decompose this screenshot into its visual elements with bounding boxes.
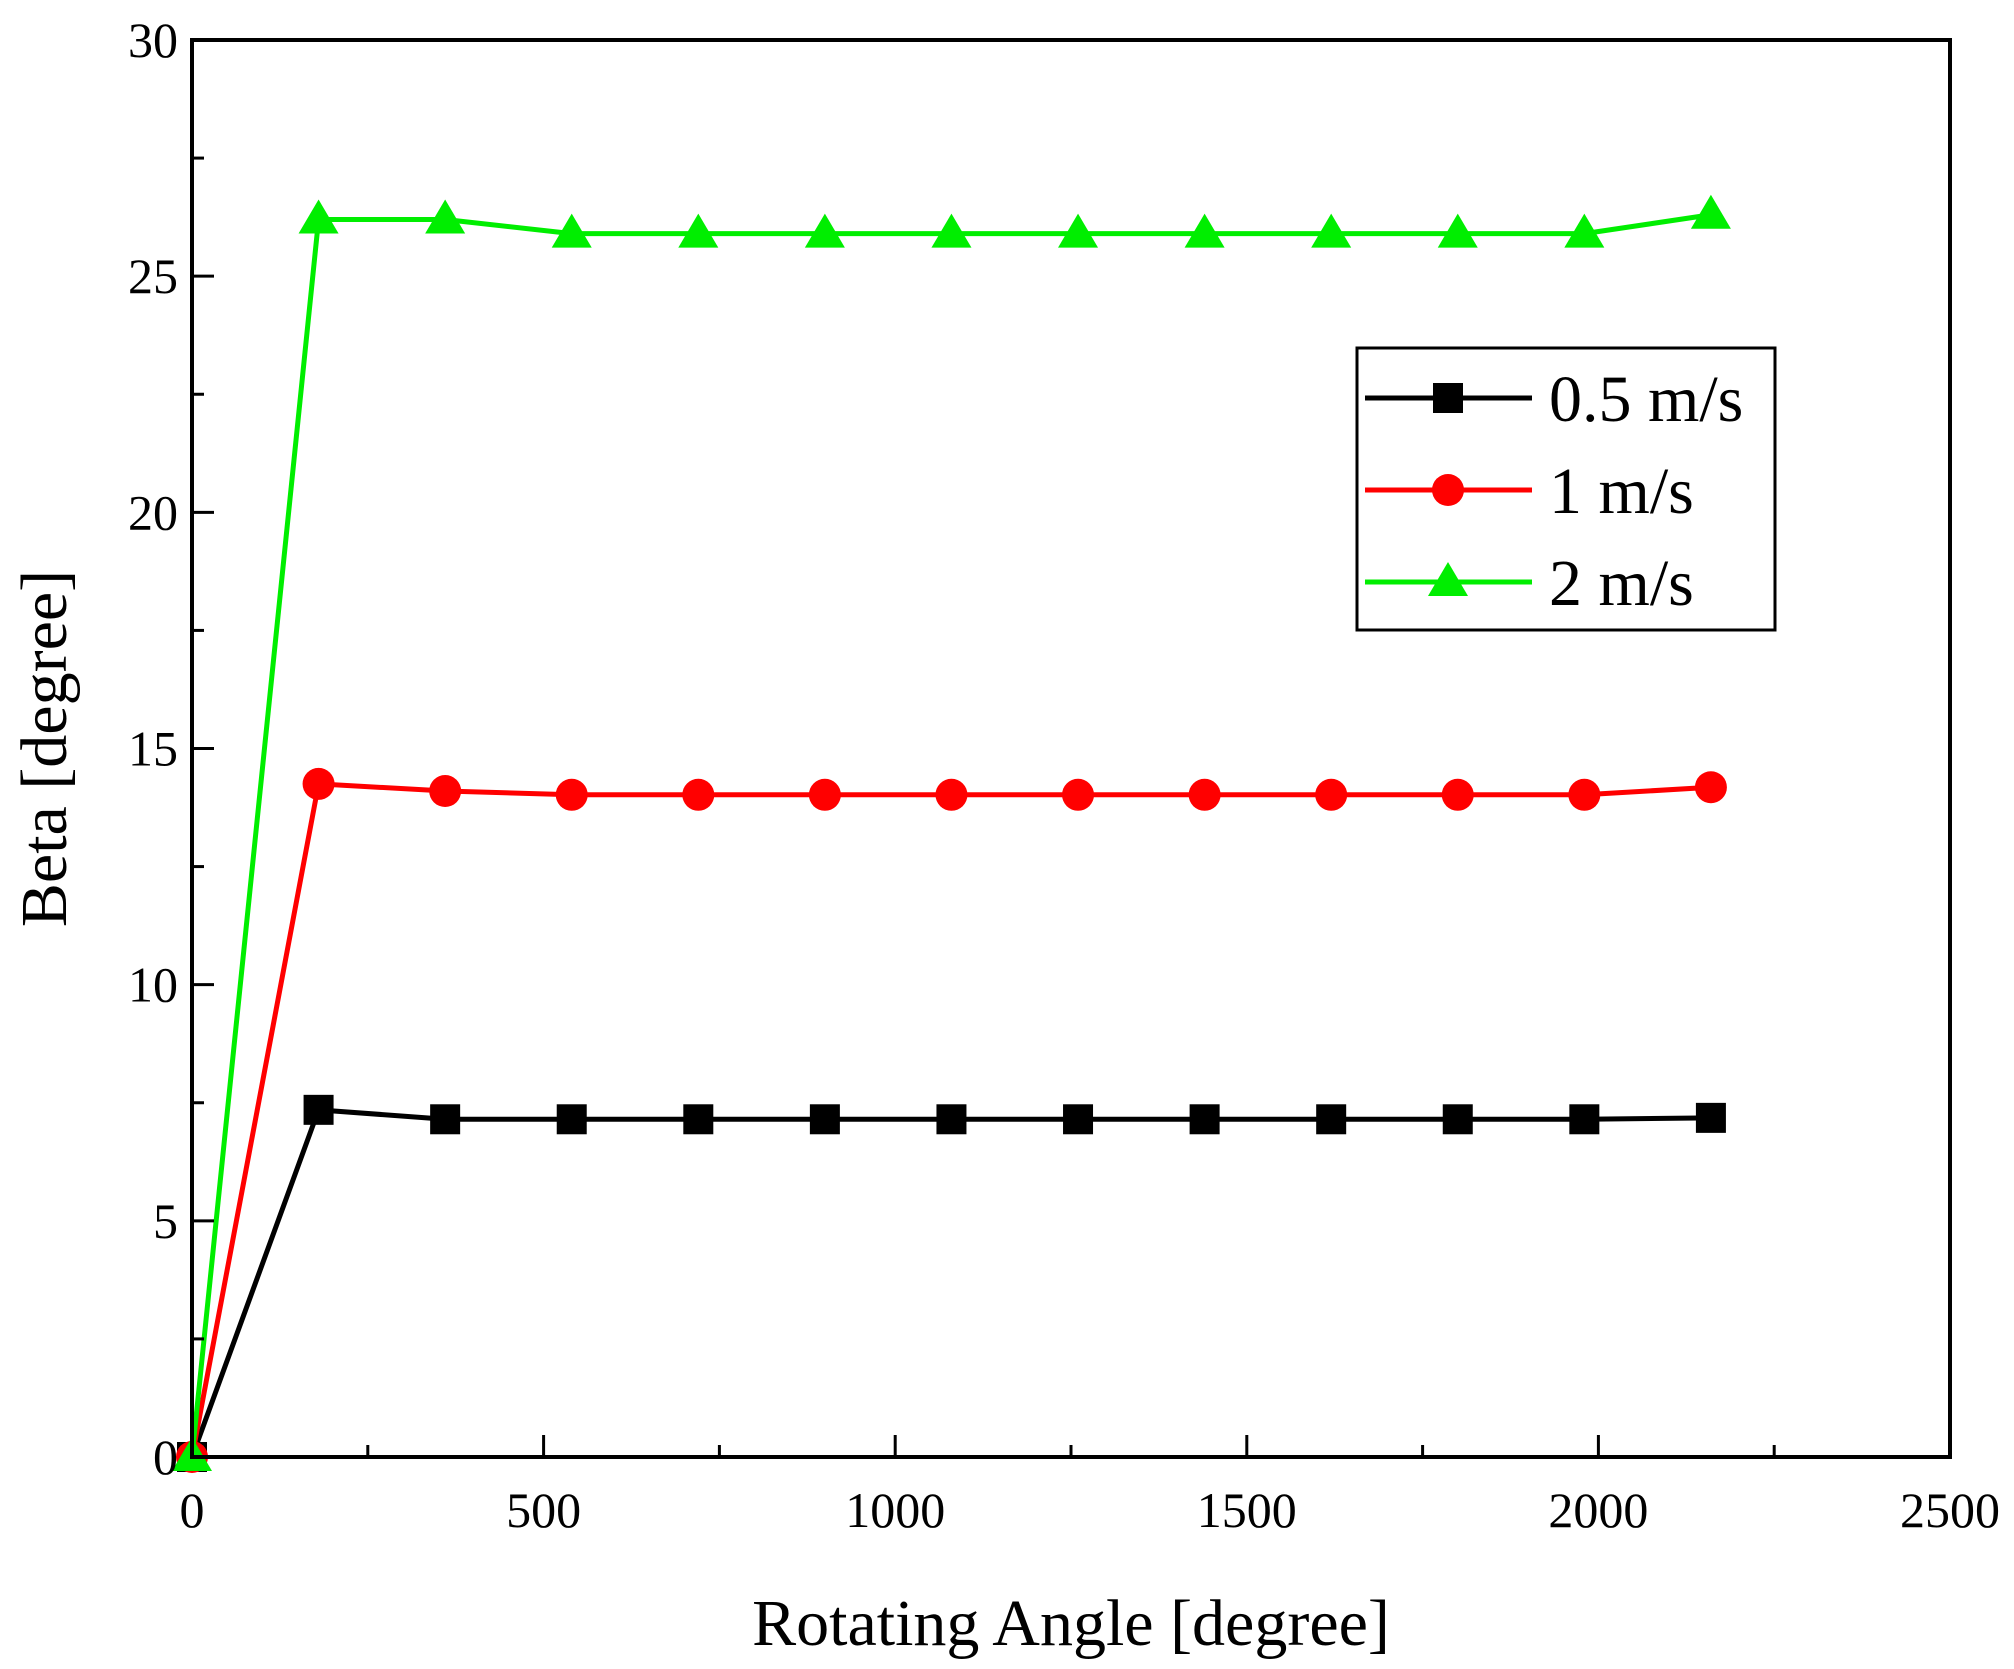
data-point (302, 767, 335, 800)
series-line (189, 1107, 1711, 1458)
data-point (425, 199, 466, 234)
data-point (1695, 1102, 1726, 1133)
data-point (1442, 1104, 1473, 1135)
data-point (683, 1104, 714, 1135)
x-tick-label: 2500 (1900, 1482, 2000, 1538)
data-point (682, 778, 715, 811)
legend-item: 2 m/s (1365, 547, 1694, 620)
data-point (1690, 194, 1731, 229)
series-layer (172, 194, 1731, 1473)
data-point (1441, 778, 1474, 811)
data-point (1063, 1104, 1094, 1135)
data-point (1184, 213, 1225, 248)
legend-marker (1428, 562, 1468, 596)
data-point (809, 1104, 840, 1135)
data-point (1564, 213, 1605, 248)
data-point (556, 1104, 587, 1135)
data-point (1189, 1104, 1220, 1135)
series-2 (176, 767, 1727, 1473)
legend: 0.5 m/s 1 m/s 2 m/s (1355, 346, 1777, 632)
data-point (1437, 213, 1478, 248)
data-point (1311, 213, 1352, 248)
data-point (678, 213, 719, 248)
x-axis-title: Rotating Angle [degree] (752, 1587, 1390, 1660)
data-point (1694, 771, 1727, 804)
x-tick-label: 2000 (1548, 1482, 1648, 1538)
legend-marker (1433, 383, 1463, 413)
data-point (551, 213, 592, 248)
series-3 (172, 194, 1731, 1471)
y-axis-title: Beta [degree] (8, 570, 81, 927)
data-point (808, 778, 841, 811)
legend-label: 1 m/s (1549, 455, 1694, 528)
axis-ticks: 0 500 1000 1500 2000 2500 0 5 10 15 20 25 30 (128, 12, 2000, 1538)
plot-frame (190, 38, 1952, 1459)
legend-item: 1 m/s (1365, 455, 1694, 528)
data-point (935, 778, 968, 811)
data-point (1315, 778, 1348, 811)
data-point (1062, 778, 1095, 811)
legend-item: 0.5 m/s (1365, 363, 1743, 436)
y-tick-label: 30 (128, 12, 178, 68)
legend-label: 0.5 m/s (1549, 363, 1743, 436)
data-point (1316, 1104, 1347, 1135)
data-point (298, 199, 339, 234)
y-tick-label: 0 (153, 1429, 178, 1485)
y-tick-label: 5 (153, 1193, 178, 1249)
legend-label: 2 m/s (1549, 547, 1694, 620)
data-point (430, 1104, 461, 1135)
data-point (936, 1104, 967, 1135)
y-tick-label: 10 (128, 957, 178, 1013)
x-tick-label: 500 (506, 1482, 581, 1538)
x-tick-label: 0 (180, 1482, 205, 1538)
y-tick-label: 15 (128, 721, 178, 777)
x-tick-label: 1000 (845, 1482, 945, 1538)
y-tick-label: 20 (128, 484, 178, 540)
data-point (1058, 213, 1099, 248)
data-point (804, 213, 845, 248)
series-1 (177, 1094, 1726, 1472)
data-point (429, 775, 462, 808)
y-tick-label: 25 (128, 248, 178, 304)
data-point (1188, 778, 1221, 811)
data-point (1569, 1104, 1600, 1135)
data-point (555, 778, 588, 811)
data-point (1568, 778, 1601, 811)
legend-marker (1432, 474, 1464, 506)
data-point (303, 1094, 334, 1125)
x-tick-label: 1500 (1197, 1482, 1297, 1538)
data-point (931, 213, 972, 248)
